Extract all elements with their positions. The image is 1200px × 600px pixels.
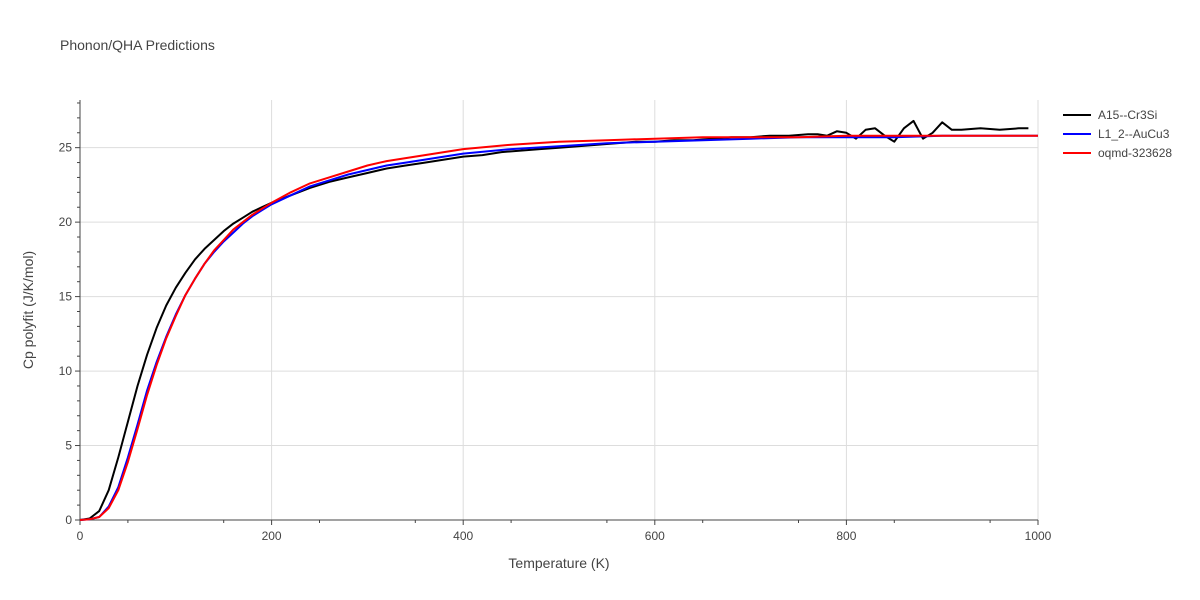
x-tick-label: 200 xyxy=(262,529,282,543)
x-tick-label: 400 xyxy=(453,529,473,543)
x-tick-label: 600 xyxy=(645,529,665,543)
chart-title: Phonon/QHA Predictions xyxy=(60,37,215,53)
axes: 0 200 400 600 800 1000 0 5 10 15 20 25 xyxy=(59,100,1052,543)
series-line-3 xyxy=(79,134,1038,521)
y-axis-title: Cp polyfit (J/K/mol) xyxy=(20,251,36,369)
series-line-2 xyxy=(79,134,1038,521)
x-tick-label: 0 xyxy=(77,529,84,543)
legend-label-1: A15--Cr3Si xyxy=(1098,108,1157,122)
legend: A15--Cr3Si L1_2--AuCu3 oqmd-323628 xyxy=(1063,108,1172,160)
legend-label-2: L1_2--AuCu3 xyxy=(1098,127,1170,141)
gridlines xyxy=(80,100,1039,520)
y-tick-label: 10 xyxy=(59,364,73,378)
y-tick-label: 20 xyxy=(59,215,73,229)
y-tick-label: 5 xyxy=(65,439,72,453)
plot-area xyxy=(79,119,1038,521)
legend-label-3: oqmd-323628 xyxy=(1098,146,1172,160)
y-tick-label: 25 xyxy=(59,141,73,155)
y-tick-label: 0 xyxy=(65,513,72,527)
x-tick-label: 1000 xyxy=(1025,529,1052,543)
x-axis-title: Temperature (K) xyxy=(508,555,609,571)
x-tick-label: 800 xyxy=(836,529,856,543)
y-tick-label: 15 xyxy=(59,290,73,304)
series-line-1 xyxy=(79,119,1029,521)
